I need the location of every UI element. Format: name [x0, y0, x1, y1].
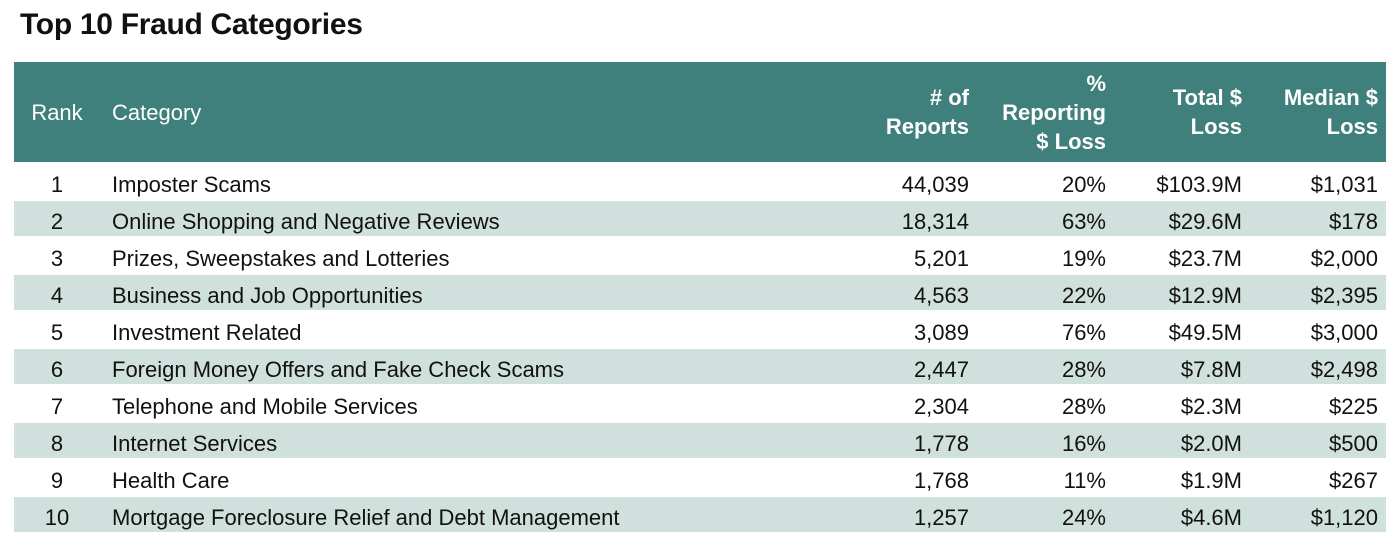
column-header: Total $ Loss [1114, 62, 1250, 163]
table-cell: Telephone and Mobile Services [100, 384, 700, 422]
table-cell: 3 [14, 236, 100, 274]
table-cell: $500 [1250, 421, 1386, 459]
table-row: 5 Investment Related 3,089 76% $49.5M $3,000 [14, 310, 1386, 348]
table-cell: 2 [14, 199, 100, 237]
title: Top 10 Fraud Categories [20, 8, 363, 41]
column-header: # of Reports [700, 62, 977, 163]
table-cell: 8 [14, 421, 100, 459]
header-row: Rank Category # of Reports% Reporting $ Lo… [14, 62, 1386, 163]
table-row: 8 Internet Services 1,778 16% $2.0M $500 [14, 421, 1386, 459]
table-cell: $29.6M [1114, 199, 1250, 237]
table-cell: 2,304 [700, 384, 977, 422]
table-cell: 1,257 [700, 495, 977, 532]
table-cell: 5 [14, 310, 100, 348]
table-cell: 63% [977, 199, 1114, 237]
table-cell: 20% [977, 162, 1114, 200]
fraud-table: Rank Category # of Reports% Reporting $ Lo… [14, 62, 1386, 532]
table-cell: $1,031 [1250, 162, 1386, 200]
table-row: 6 Foreign Money Offers and Fake Check Sca… [14, 347, 1386, 385]
table-cell: 19% [977, 236, 1114, 274]
table-cell: 28% [977, 384, 1114, 422]
table-row: 2 Online Shopping and Negative Reviews 18,… [14, 199, 1386, 237]
table-cell: $2.3M [1114, 384, 1250, 422]
table-cell: 4 [14, 273, 100, 311]
table-cell: 7 [14, 384, 100, 422]
table-cell: 1,768 [700, 458, 977, 496]
table-cell: $3,000 [1250, 310, 1386, 348]
table-cell: $4.6M [1114, 495, 1250, 532]
table-row: 3 Prizes, Sweepstakes and Lotteries 5,201 1… [14, 236, 1386, 274]
table-cell: 44,039 [700, 162, 977, 200]
table-cell: 5,201 [700, 236, 977, 274]
table-cell: 10 [14, 495, 100, 532]
table-cell: $178 [1250, 199, 1386, 237]
table-cell: 4,563 [700, 273, 977, 311]
column-header: Rank [14, 62, 100, 163]
table-row: 1 Imposter Scams 44,039 20% $103.9M $1,031 [14, 162, 1386, 200]
table-cell: $267 [1250, 458, 1386, 496]
table-cell: $103.9M [1114, 162, 1250, 200]
table-cell: $2,000 [1250, 236, 1386, 274]
table-cell: $12.9M [1114, 273, 1250, 311]
table-row: 10 Mortgage Foreclosure Relief and Debt M… [14, 495, 1386, 532]
table-cell: Internet Services [100, 421, 700, 459]
column-header: % Reporting $ Loss [977, 62, 1114, 163]
table-cell: $1,120 [1250, 495, 1386, 532]
table-body: 1 Imposter Scams 44,039 20% $103.9M $1,031 2 On… [14, 162, 1386, 532]
table-cell: 18,314 [700, 199, 977, 237]
table-cell: Investment Related [100, 310, 700, 348]
table-cell: Online Shopping and Negative Reviews [100, 199, 700, 237]
table-row: 4 Business and Job Opportunities 4,563 22% $… [14, 273, 1386, 311]
table-row: 9 Health Care 1,768 11% $1.9M $267 [14, 458, 1386, 496]
table-cell: Imposter Scams [100, 162, 700, 200]
column-header: Category [100, 62, 700, 163]
table-cell: 24% [977, 495, 1114, 532]
table-cell: $2.0M [1114, 421, 1250, 459]
table-row: 7 Telephone and Mobile Services 2,304 28% $2… [14, 384, 1386, 422]
table-cell: $2,498 [1250, 347, 1386, 385]
table-cell: Health Care [100, 458, 700, 496]
column-header: Median $ Loss [1250, 62, 1386, 163]
table-cell: 76% [977, 310, 1114, 348]
table-cell: 11% [977, 458, 1114, 496]
table-cell: Business and Job Opportunities [100, 273, 700, 311]
table-cell: $7.8M [1114, 347, 1250, 385]
table-cell: 28% [977, 347, 1114, 385]
table-cell: 1 [14, 162, 100, 200]
table-cell: 3,089 [700, 310, 977, 348]
table-cell: $2,395 [1250, 273, 1386, 311]
table-cell: 2,447 [700, 347, 977, 385]
table-cell: Prizes, Sweepstakes and Lotteries [100, 236, 700, 274]
table-cell: $225 [1250, 384, 1386, 422]
table-cell: 22% [977, 273, 1114, 311]
table-cell: Mortgage Foreclosure Relief and Debt Man… [100, 495, 700, 532]
table-cell: 1,778 [700, 421, 977, 459]
table-cell: $23.7M [1114, 236, 1250, 274]
table-cell: $49.5M [1114, 310, 1250, 348]
table-cell: 9 [14, 458, 100, 496]
table-cell: 6 [14, 347, 100, 385]
table-cell: Foreign Money Offers and Fake Check Scam… [100, 347, 700, 385]
table-cell: 16% [977, 421, 1114, 459]
table-cell: $1.9M [1114, 458, 1250, 496]
